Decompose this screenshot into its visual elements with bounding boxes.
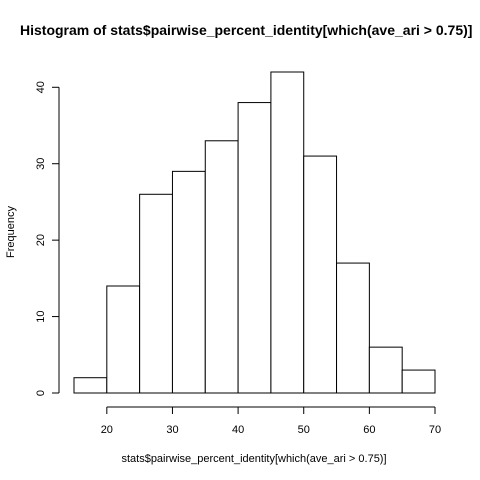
y-tick-label-1: 10 bbox=[35, 310, 47, 322]
histogram-bar-3 bbox=[171, 170, 206, 394]
histogram-bar-0 bbox=[73, 377, 108, 394]
y-tick-label-3: 30 bbox=[35, 158, 47, 170]
histogram-bar-6 bbox=[270, 71, 305, 394]
x-axis-label: stats$pairwise_percent_identity[which(av… bbox=[121, 453, 386, 465]
x-tick-label-5: 70 bbox=[429, 424, 441, 436]
histogram-bar-1 bbox=[106, 285, 141, 394]
x-tick-label-1: 30 bbox=[166, 424, 178, 436]
histogram-bar-7 bbox=[303, 155, 338, 394]
y-tick-label-4: 40 bbox=[35, 81, 47, 93]
histogram-bar-10 bbox=[401, 369, 436, 394]
x-tick-label-4: 60 bbox=[363, 424, 375, 436]
x-tick-label-3: 50 bbox=[298, 424, 310, 436]
histogram-bar-2 bbox=[139, 193, 173, 394]
y-tick-label-2: 20 bbox=[35, 234, 47, 246]
histogram-bar-4 bbox=[204, 140, 239, 394]
x-axis: 20 30 40 50 60 70 bbox=[101, 406, 441, 436]
x-tick-label-2: 40 bbox=[232, 424, 244, 436]
histogram-bar-9 bbox=[368, 346, 403, 394]
histogram-bar-8 bbox=[336, 262, 370, 394]
x-tick-label-0: 20 bbox=[101, 424, 113, 436]
y-axis: 0 10 20 30 40 bbox=[35, 81, 60, 396]
chart-title: Histogram of stats$pairwise_percent_iden… bbox=[20, 22, 472, 38]
y-axis-label: Frequency bbox=[5, 206, 17, 258]
y-tick-label-0: 0 bbox=[35, 390, 47, 396]
bars-group bbox=[73, 71, 436, 394]
histogram-bar-5 bbox=[237, 102, 272, 394]
